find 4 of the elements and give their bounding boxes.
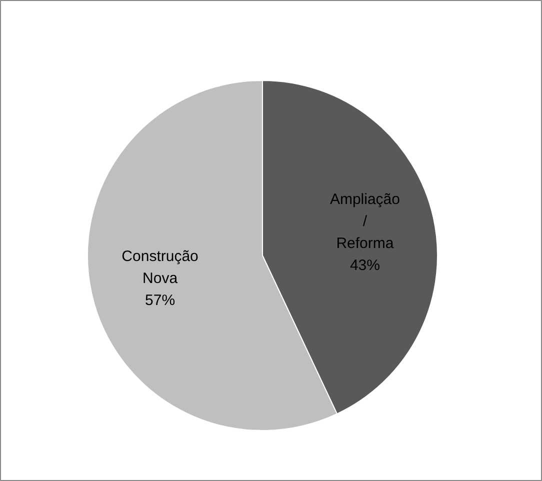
slice-label: Ampliação / Reforma <box>330 190 400 252</box>
data-label: 57% <box>145 292 176 310</box>
slice-label: Construção Nova <box>122 248 198 287</box>
data-label: 43% <box>350 257 380 274</box>
